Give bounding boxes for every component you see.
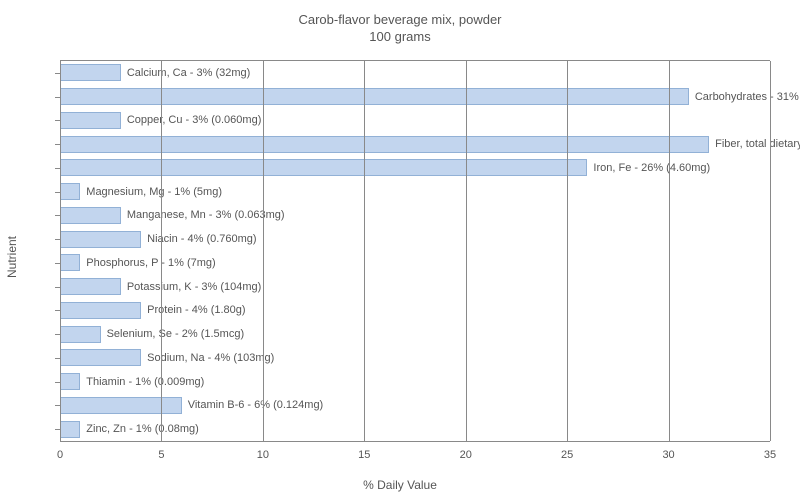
bar (60, 254, 80, 271)
bar-label: Zinc, Zn - 1% (0.08mg) (80, 421, 198, 438)
gridline (669, 61, 670, 441)
x-tick-label: 30 (662, 449, 674, 461)
x-tick-label: 25 (561, 449, 573, 461)
bar (60, 207, 121, 224)
bar-label: Calcium, Ca - 3% (32mg) (121, 64, 250, 81)
bar-row: Zinc, Zn - 1% (0.08mg) (60, 421, 770, 438)
bar (60, 88, 689, 105)
gridline (161, 61, 162, 441)
x-tick-label: 5 (158, 449, 164, 461)
bar-label: Iron, Fe - 26% (4.60mg) (587, 159, 710, 176)
bar-row: Potassium, K - 3% (104mg) (60, 278, 770, 295)
bar-label: Protein - 4% (1.80g) (141, 302, 245, 319)
bar-row: Fiber, total dietary - 32% (8.0g) (60, 136, 770, 153)
bar (60, 326, 101, 343)
gridline (466, 61, 467, 441)
x-tick-label: 35 (764, 449, 776, 461)
bar (60, 278, 121, 295)
x-axis-label: % Daily Value (363, 478, 437, 492)
bar-label: Copper, Cu - 3% (0.060mg) (121, 112, 262, 129)
nutrient-chart: Carob-flavor beverage mix, powder 100 gr… (0, 0, 800, 500)
y-axis-label: Nutrient (5, 236, 19, 278)
gridline (263, 61, 264, 441)
bar (60, 64, 121, 81)
bar-row: Selenium, Se - 2% (1.5mcg) (60, 326, 770, 343)
gridline (60, 61, 61, 441)
x-tick-label: 15 (358, 449, 370, 461)
bar-label: Phosphorus, P - 1% (7mg) (80, 254, 215, 271)
gridline (770, 61, 771, 441)
bar-label: Potassium, K - 3% (104mg) (121, 278, 262, 295)
x-tick-label: 20 (460, 449, 472, 461)
bar (60, 373, 80, 390)
bar-label: Niacin - 4% (0.760mg) (141, 231, 256, 248)
bar-row: Carbohydrates - 31% (93.30g) (60, 88, 770, 105)
x-tick-label: 0 (57, 449, 63, 461)
bar-label: Magnesium, Mg - 1% (5mg) (80, 183, 222, 200)
bar (60, 231, 141, 248)
title-line-2: 100 grams (0, 29, 800, 46)
bar-label: Selenium, Se - 2% (1.5mcg) (101, 326, 245, 343)
title-line-1: Carob-flavor beverage mix, powder (0, 12, 800, 29)
x-tick-label: 10 (257, 449, 269, 461)
chart-title: Carob-flavor beverage mix, powder 100 gr… (0, 0, 800, 46)
bar-row: Vitamin B-6 - 6% (0.124mg) (60, 397, 770, 414)
bar (60, 136, 709, 153)
bar-row: Protein - 4% (1.80g) (60, 302, 770, 319)
bar-row: Copper, Cu - 3% (0.060mg) (60, 112, 770, 129)
bar (60, 397, 182, 414)
bar-row: Manganese, Mn - 3% (0.063mg) (60, 207, 770, 224)
bar-row: Calcium, Ca - 3% (32mg) (60, 64, 770, 81)
bar-row: Phosphorus, P - 1% (7mg) (60, 254, 770, 271)
bar (60, 421, 80, 438)
bar-label: Carbohydrates - 31% (93.30g) (689, 88, 800, 105)
bar-row: Sodium, Na - 4% (103mg) (60, 349, 770, 366)
bar (60, 183, 80, 200)
gridline (364, 61, 365, 441)
bar-label: Vitamin B-6 - 6% (0.124mg) (182, 397, 324, 414)
bars-group: Calcium, Ca - 3% (32mg) Carbohydrates - 3… (60, 61, 770, 441)
bar-label: Thiamin - 1% (0.009mg) (80, 373, 204, 390)
bar-label: Fiber, total dietary - 32% (8.0g) (709, 136, 800, 153)
bar (60, 302, 141, 319)
bar (60, 349, 141, 366)
bar-label: Manganese, Mn - 3% (0.063mg) (121, 207, 285, 224)
gridline (567, 61, 568, 441)
bar-row: Iron, Fe - 26% (4.60mg) (60, 159, 770, 176)
bar-row: Magnesium, Mg - 1% (5mg) (60, 183, 770, 200)
bar (60, 159, 587, 176)
bar-row: Thiamin - 1% (0.009mg) (60, 373, 770, 390)
bar (60, 112, 121, 129)
bar-row: Niacin - 4% (0.760mg) (60, 231, 770, 248)
plot-area: Calcium, Ca - 3% (32mg) Carbohydrates - 3… (60, 60, 770, 442)
